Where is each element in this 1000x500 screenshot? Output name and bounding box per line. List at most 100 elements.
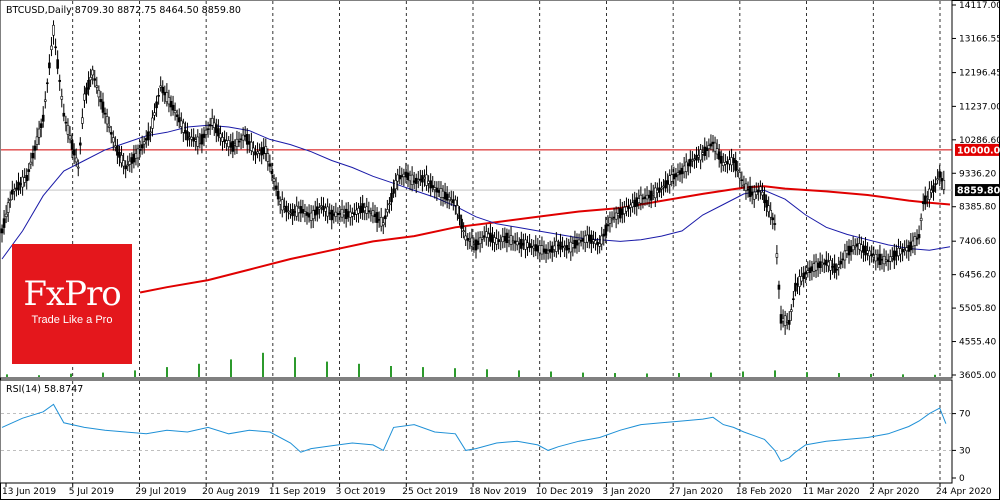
- candle-body: [775, 253, 779, 258]
- candle-body: [542, 248, 546, 253]
- candle-body: [346, 211, 350, 218]
- candle-body: [217, 128, 220, 137]
- candle-body: [495, 238, 498, 245]
- candle-body: [507, 237, 511, 241]
- candle-body: [330, 209, 334, 221]
- candle-body: [711, 141, 715, 144]
- candle-body: [928, 188, 931, 200]
- candle-body: [674, 173, 678, 178]
- candle-body: [254, 151, 257, 156]
- candle-body: [905, 247, 909, 252]
- candle-body: [895, 250, 898, 257]
- candle-body: [15, 187, 18, 190]
- candle-body: [64, 121, 68, 124]
- candle-body: [122, 160, 125, 167]
- price-tick-label: 10286.60: [959, 136, 1000, 146]
- candle-body: [911, 240, 915, 247]
- candle-body: [268, 163, 272, 167]
- time-tick-label: 18 Feb 2020: [736, 487, 792, 497]
- candle-body: [56, 59, 59, 69]
- candle-body: [746, 188, 750, 191]
- candle-body: [678, 170, 682, 175]
- candle-body: [478, 237, 482, 244]
- price-info-line: BTCUSD,Daily 8709.30 8872.75 8464.50 885…: [6, 5, 241, 16]
- candle-body: [485, 231, 488, 238]
- candle-body: [239, 138, 243, 141]
- volume-bar: [166, 367, 168, 377]
- candle-body: [46, 82, 49, 85]
- candle-body: [334, 211, 338, 217]
- candle-body: [58, 79, 62, 82]
- volume-bar: [774, 370, 776, 377]
- time-tick-label: 11 Mar 2020: [803, 487, 860, 497]
- candle-body: [627, 206, 630, 210]
- candle-body: [215, 124, 218, 134]
- volume-bar: [390, 366, 392, 377]
- candle-body: [618, 208, 622, 219]
- candle-body: [689, 158, 692, 167]
- volume-bar: [294, 357, 296, 377]
- time-tick-label: 3 Jan 2020: [602, 487, 650, 497]
- candle-body: [423, 177, 426, 180]
- candle-body: [23, 177, 26, 183]
- candle-body: [886, 259, 890, 262]
- candle-body: [602, 233, 606, 237]
- price-tick-label: 12196.45: [959, 69, 1000, 79]
- candle-body: [792, 298, 795, 301]
- candle-body: [17, 181, 20, 191]
- candle-body: [664, 180, 667, 189]
- candle-body: [476, 240, 480, 245]
- candle-body: [907, 245, 911, 252]
- candle-body: [847, 245, 851, 256]
- candle-body: [392, 188, 395, 194]
- candle-body: [635, 197, 639, 207]
- candle-body: [563, 246, 566, 249]
- candle-body: [153, 112, 156, 116]
- candle-body: [829, 260, 832, 271]
- candle-body: [184, 130, 187, 134]
- candle-body: [175, 114, 179, 117]
- candle-body: [435, 187, 439, 193]
- candle-body: [41, 114, 45, 122]
- rsi-series: [1, 403, 947, 463]
- candle-body: [283, 206, 286, 209]
- time-tick-label: 13 Jun 2019: [2, 487, 56, 497]
- candle-body: [870, 253, 873, 256]
- candle-body: [458, 214, 461, 219]
- candle-body: [845, 250, 849, 254]
- candle-body: [557, 244, 560, 247]
- volume-bar: [646, 373, 648, 377]
- candle-body: [198, 142, 202, 144]
- candle-body: [656, 189, 659, 193]
- candle-body: [233, 143, 237, 146]
- price-tick-label: 11237.00: [959, 102, 1000, 112]
- candle-body: [462, 230, 465, 233]
- candle-body: [550, 245, 554, 253]
- candle-body: [647, 194, 651, 198]
- time-tick-label: 10 Dec 2019: [536, 487, 594, 497]
- candle-body: [206, 128, 210, 130]
- candle-body: [313, 209, 317, 216]
- candle-body: [794, 282, 797, 292]
- candle-body: [301, 209, 305, 214]
- candle-body: [684, 161, 688, 172]
- volume-bar: [326, 361, 328, 377]
- rsi-tick-label: 30: [959, 446, 971, 456]
- candle-body: [604, 224, 608, 236]
- candle-body: [608, 217, 612, 224]
- price-tick-label: 4555.40: [959, 338, 996, 348]
- candle-body: [831, 266, 834, 268]
- candle-body: [48, 62, 51, 69]
- candle-body: [703, 146, 707, 156]
- candle-body: [561, 245, 564, 248]
- candle-body: [182, 122, 185, 133]
- candle-body: [693, 158, 696, 161]
- candle-body: [388, 203, 391, 206]
- candle-body: [149, 131, 152, 134]
- candle-body: [344, 208, 348, 220]
- candle-body: [734, 160, 737, 171]
- candle-body: [50, 45, 53, 50]
- candle-body: [21, 176, 24, 188]
- volume-bar: [518, 370, 520, 377]
